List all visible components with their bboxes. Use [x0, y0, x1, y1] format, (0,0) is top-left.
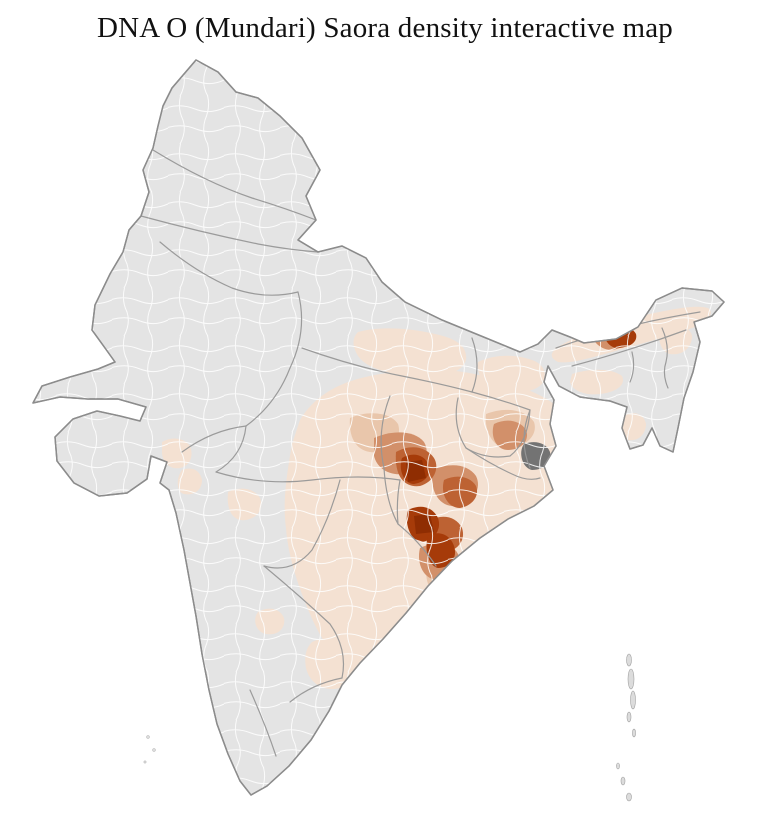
- state-line: [380, 395, 399, 525]
- island[interactable]: [620, 776, 626, 786]
- island[interactable]: [146, 735, 150, 739]
- state-line: [289, 677, 343, 703]
- island[interactable]: [152, 748, 156, 752]
- state-line: [523, 409, 531, 469]
- state-line: [471, 337, 478, 393]
- state-line: [152, 149, 317, 221]
- state-line: [181, 425, 247, 453]
- state-line: [571, 329, 687, 367]
- state-line: [263, 565, 345, 679]
- island[interactable]: [632, 728, 636, 738]
- lakshadweep-islands[interactable]: [143, 735, 156, 764]
- state-line: [249, 689, 277, 757]
- state-line: [263, 479, 341, 569]
- state-line: [471, 391, 531, 411]
- island[interactable]: [626, 653, 632, 667]
- state-line: [140, 215, 319, 253]
- state-line: [215, 425, 247, 473]
- state-boundaries: [140, 149, 701, 757]
- state-line: [629, 351, 635, 383]
- andaman-nicobar-islands[interactable]: [616, 653, 636, 802]
- island[interactable]: [626, 792, 632, 802]
- island[interactable]: [616, 762, 620, 770]
- state-line: [245, 291, 303, 427]
- state-line: [215, 471, 401, 483]
- island[interactable]: [626, 711, 632, 723]
- island[interactable]: [143, 760, 147, 764]
- map-title: DNA O (Mundari) Saora density interactiv…: [97, 12, 673, 44]
- state-line: [301, 347, 473, 393]
- state-line: [159, 241, 299, 296]
- state-line: [397, 523, 437, 567]
- island[interactable]: [630, 690, 636, 710]
- india-country-outline: [32, 59, 725, 796]
- island[interactable]: [627, 668, 635, 690]
- state-line: [465, 447, 541, 480]
- state-line: [396, 479, 401, 525]
- state-line: [661, 327, 669, 389]
